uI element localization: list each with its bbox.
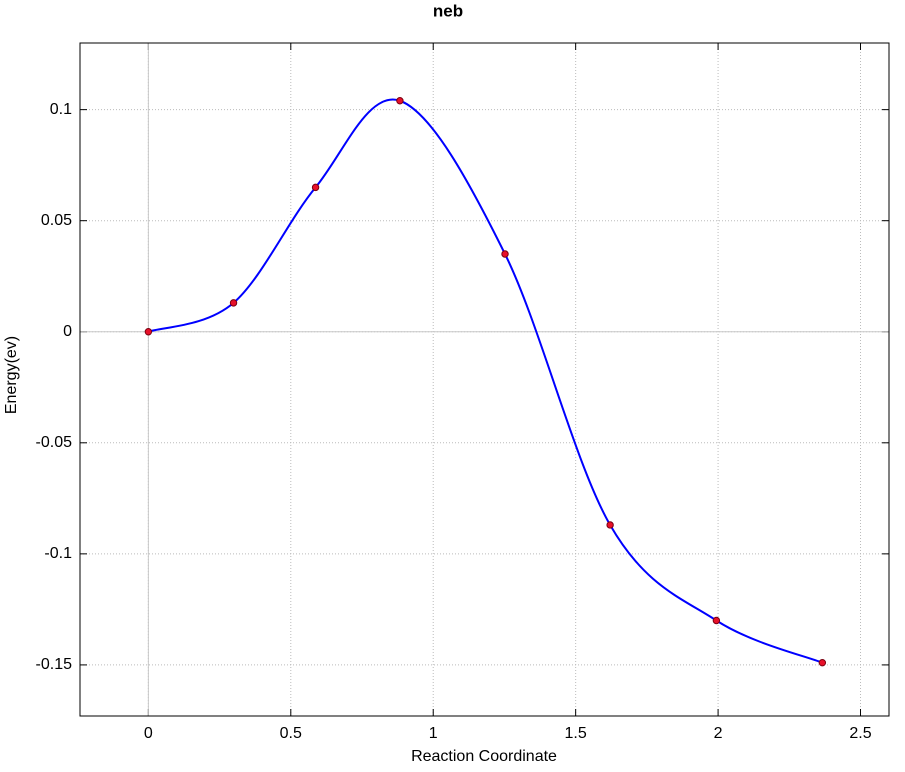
- y-tick-label: 0: [63, 323, 72, 340]
- x-tick-label: 2: [714, 725, 723, 742]
- x-tick-label: 2.5: [849, 725, 871, 742]
- plot-frame: [79, 42, 890, 717]
- point: [396, 97, 404, 105]
- point: [144, 328, 153, 336]
- point: [818, 658, 827, 667]
- y-tick-label: -0.1: [44, 545, 72, 562]
- chart-title: neb: [433, 1, 463, 20]
- point: [712, 616, 721, 625]
- y-tick-label: -0.05: [36, 434, 73, 451]
- y-axis-label: Energy(ev): [3, 336, 20, 414]
- y-tick-label: 0.1: [50, 101, 72, 118]
- point: [606, 521, 614, 529]
- curve: [148, 98, 823, 664]
- point: [229, 299, 238, 307]
- x-tick-label: 1: [429, 725, 438, 742]
- x-tick-label: 0.5: [280, 725, 302, 742]
- y-tick-label: -0.15: [36, 656, 73, 673]
- point: [311, 183, 320, 192]
- x-tick-label: 0: [144, 725, 153, 742]
- point: [501, 250, 509, 258]
- x-tick-label: 1.5: [565, 725, 587, 742]
- y-tick-label: 0.05: [41, 212, 72, 229]
- x-axis-label: Reaction Coordinate: [411, 748, 557, 765]
